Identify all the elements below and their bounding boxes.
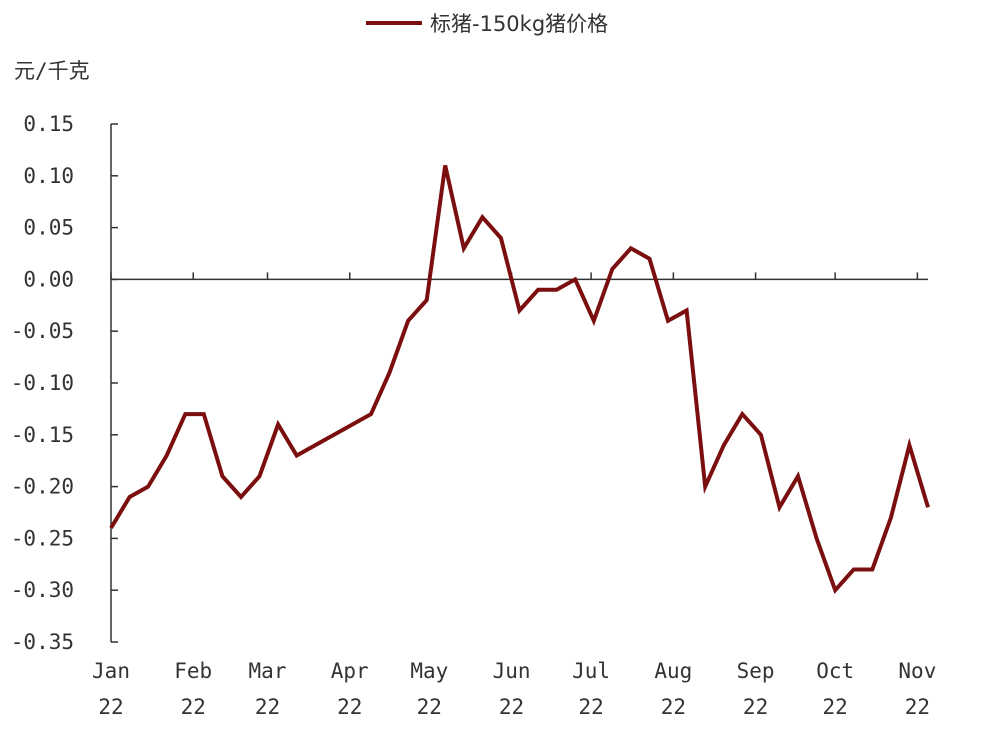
y-tick-label: -0.25: [11, 526, 74, 550]
series-line: [109, 164, 930, 595]
x-tick-label-month: Jun: [493, 659, 531, 683]
x-tick-label-year: 22: [499, 695, 524, 719]
y-axis: 0.15 0.10 0.05 0.00 -0.05 -0.10 -0.15 -0.20 -0.2…: [11, 112, 118, 654]
x-tick-label-month: Apr: [331, 659, 369, 683]
x-tick-label-year: 22: [98, 695, 123, 719]
x-tick-label-month: Mar: [249, 659, 287, 683]
y-axis-unit-label: 元/千克: [14, 59, 90, 83]
y-tick-label: -0.10: [11, 371, 74, 395]
x-tick-label-year: 22: [661, 695, 686, 719]
y-tick-label: 0.00: [23, 267, 74, 291]
x-tick-label-month: May: [410, 659, 448, 683]
x-tick-label-month: Sep: [737, 659, 775, 683]
x-tick-label-month: Nov: [898, 659, 936, 683]
y-tick-label: 0.10: [23, 164, 74, 188]
y-tick-label: -0.30: [11, 578, 74, 602]
y-tick-label: -0.15: [11, 423, 74, 447]
x-tick-label-month: Oct: [816, 659, 854, 683]
x-axis: Jan 22 Feb 22 Mar 22 Apr 22 May 22 Jun 22 Jul 22 Aug 22…: [92, 272, 936, 719]
x-tick-label-year: 22: [743, 695, 768, 719]
y-tick-label: -0.20: [11, 475, 74, 499]
x-tick-label-year: 22: [823, 695, 848, 719]
x-tick-label-month: Jan: [92, 659, 130, 683]
legend-label: 标猪-150kg猪价格: [430, 12, 608, 36]
x-tick-label-year: 22: [905, 695, 930, 719]
x-tick-label-year: 22: [255, 695, 280, 719]
x-tick-label-month: Aug: [654, 659, 692, 683]
series-layer: [109, 164, 930, 595]
x-tick-label-year: 22: [578, 695, 603, 719]
legend: 标猪-150kg猪价格: [366, 12, 608, 36]
y-tick-label: -0.05: [11, 319, 74, 343]
x-tick-label-month: Jul: [572, 659, 610, 683]
y-tick-label: 0.05: [23, 216, 74, 240]
x-tick-label-year: 22: [181, 695, 206, 719]
y-tick-label: -0.35: [11, 630, 74, 654]
x-tick-label-year: 22: [417, 695, 442, 719]
y-tick-label: 0.15: [23, 112, 74, 136]
x-tick-label-month: Feb: [174, 659, 212, 683]
x-tick-label-year: 22: [337, 695, 362, 719]
